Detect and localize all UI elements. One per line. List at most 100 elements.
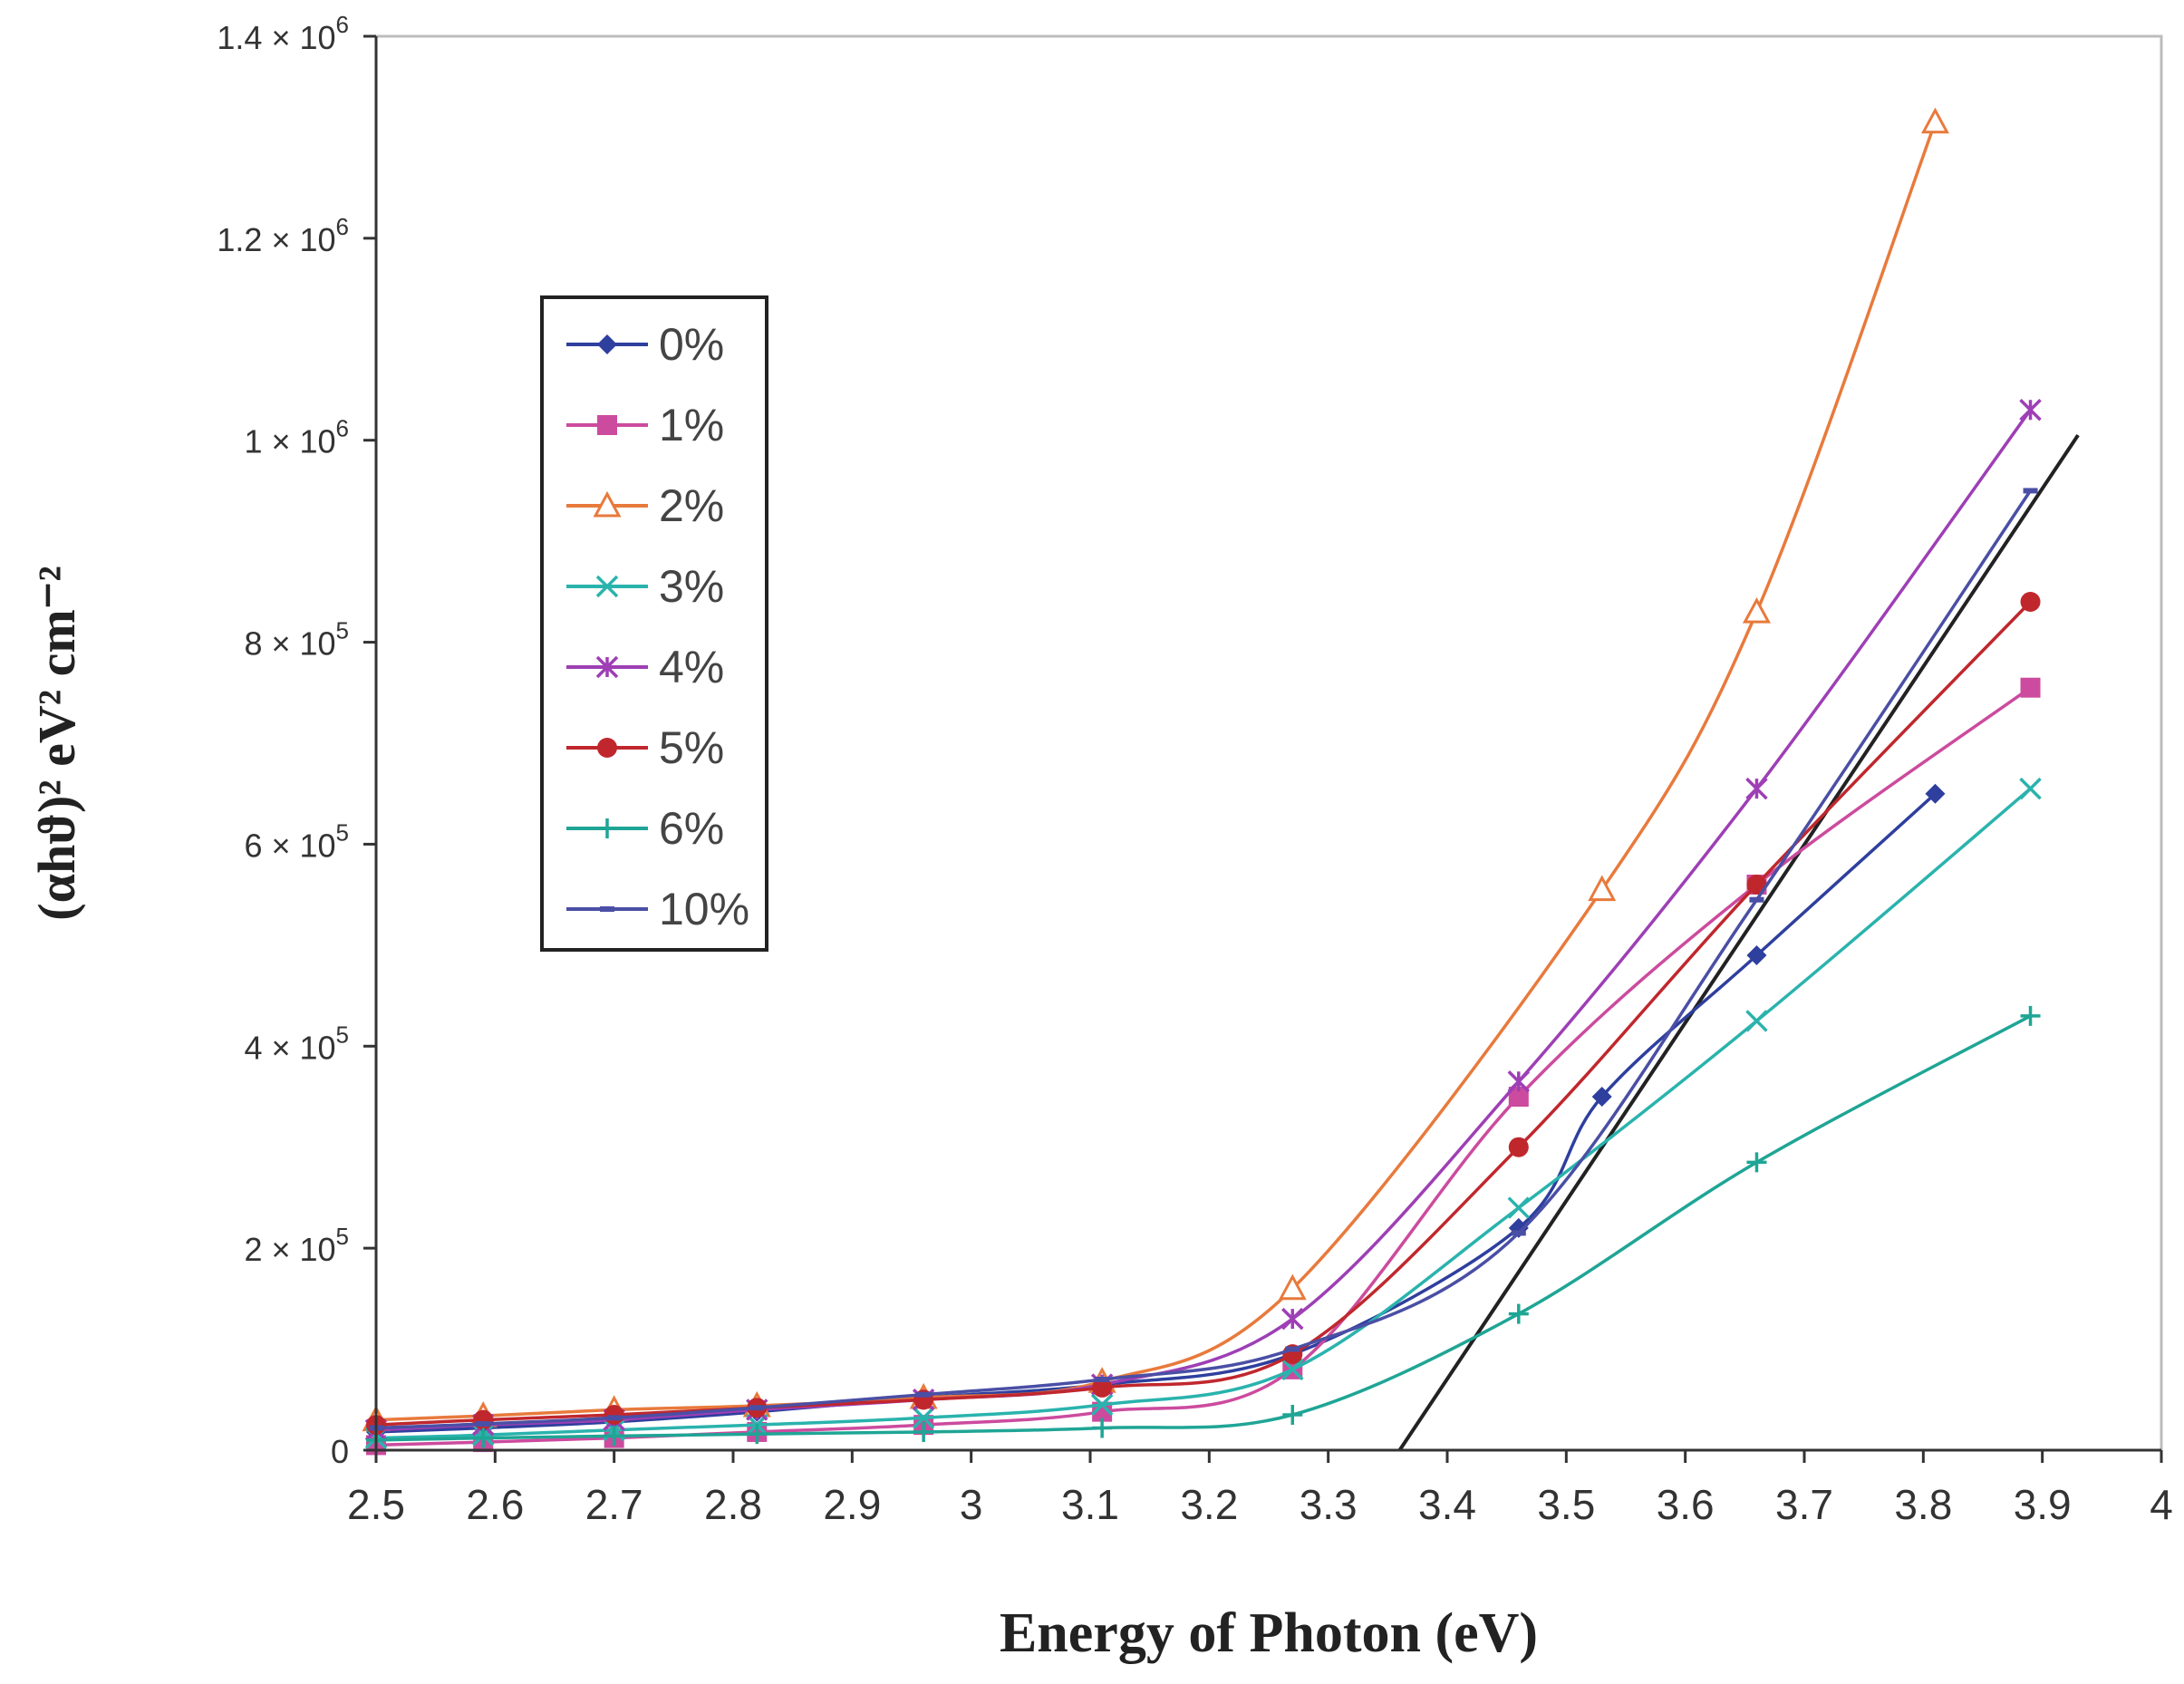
data-point <box>1746 875 1767 895</box>
series-layer <box>362 107 2042 1456</box>
x-tick-label: 3.1 <box>1061 1481 1119 1528</box>
data-point <box>749 1405 765 1411</box>
x-tick-label: 3.8 <box>1894 1481 1952 1528</box>
x-tick-label: 3.3 <box>1300 1481 1358 1528</box>
y-tick-label: 0 <box>331 1433 349 1470</box>
x-tick-label: 3.2 <box>1180 1481 1238 1528</box>
x-tick-label: 3.5 <box>1537 1481 1595 1528</box>
legend-label: 1% <box>659 400 724 450</box>
data-point <box>1278 1273 1307 1301</box>
legend-item-1pct: 1% <box>566 400 724 450</box>
data-point <box>1092 1377 1113 1398</box>
x-axis-title: Energy of Photon (eV) <box>1000 1602 1538 1664</box>
data-point <box>1282 1405 1303 1425</box>
data-point <box>2023 488 2038 494</box>
legend-item-5pct: 5% <box>566 722 724 773</box>
legend-item-6pct: 6% <box>566 803 724 854</box>
data-point <box>2019 777 2042 800</box>
x-tick-label: 2.7 <box>585 1481 643 1528</box>
legend-item-3pct: 3% <box>566 561 724 612</box>
y-tick-label: 4 × 105 <box>244 1021 349 1066</box>
data-point <box>747 1424 768 1445</box>
legend-item-4pct: 4% <box>566 642 724 692</box>
data-point <box>1745 1010 1768 1032</box>
y-tick-label: 1.2 × 106 <box>217 213 349 258</box>
series-1pct <box>366 677 2041 1456</box>
x-tick-label: 2.8 <box>704 1481 762 1528</box>
x-tick-label: 3.9 <box>2014 1481 2072 1528</box>
data-point <box>1090 1393 1114 1417</box>
legend-marker <box>597 738 617 758</box>
data-point <box>1508 1303 1529 1324</box>
legend-label: 4% <box>659 642 724 692</box>
data-point <box>1591 1087 1612 1107</box>
data-point <box>1745 777 1768 800</box>
legend-label: 10% <box>659 884 749 934</box>
y-tick-label: 2 × 105 <box>244 1223 349 1268</box>
legend: 0% 1% 2% 3% 4% 5% 6% 10% <box>540 295 768 952</box>
y-tick-label: 6 × 105 <box>244 818 349 864</box>
data-point <box>1507 1070 1531 1093</box>
legend-label: 2% <box>659 480 724 531</box>
x-tick-label: 3 <box>960 1481 983 1528</box>
data-point <box>1588 875 1617 902</box>
legend-marker <box>595 655 619 679</box>
data-point <box>476 1421 491 1428</box>
legend-marker <box>597 415 617 435</box>
x-ticks: 2.5 2.6 2.7 2.8 2.9 3 3.1 3.2 3.3 3.4 3.5 3.6 3.7 3.8… <box>347 1450 2173 1528</box>
data-point <box>916 1391 932 1398</box>
data-point <box>1095 1377 1110 1382</box>
data-point <box>606 1415 622 1421</box>
data-point <box>1511 1230 1526 1236</box>
legend-label: 3% <box>659 561 724 612</box>
data-point <box>1508 1137 1529 1157</box>
legend-item-2pct: 2% <box>566 480 724 531</box>
data-point <box>1925 783 1946 804</box>
legend-marker <box>600 906 614 912</box>
data-point <box>1508 1087 1529 1107</box>
data-point <box>604 1405 624 1425</box>
legend-marker <box>597 818 617 838</box>
data-point <box>604 1426 624 1447</box>
series-line <box>375 787 2032 1440</box>
axis-layer <box>374 36 2161 1452</box>
legend-item-10pct: 10% <box>566 884 749 934</box>
y-tick-label: 1 × 106 <box>244 415 349 460</box>
legend-box <box>540 295 768 952</box>
x-tick-label: 4 <box>2150 1481 2173 1528</box>
data-point <box>912 1407 935 1429</box>
data-point <box>1092 1418 1113 1438</box>
data-point <box>1746 1152 1767 1173</box>
x-tick-label: 2.5 <box>347 1481 405 1528</box>
data-point <box>1746 945 1767 965</box>
data-point <box>473 1428 494 1448</box>
y-axis-title: (αhϑ)² eV² cm⁻² <box>27 566 86 920</box>
legend-label: 0% <box>659 319 724 370</box>
legend-marker <box>595 575 619 598</box>
y-tick-label: 1.4 × 106 <box>217 11 349 56</box>
legend-label: 6% <box>659 803 724 854</box>
data-point <box>1507 1196 1531 1219</box>
series-10pct <box>369 488 2038 1431</box>
data-point <box>2020 592 2041 612</box>
y-ticks: 0 2 × 105 4 × 105 6 × 105 8 × 105 1 × 106 1.2 … <box>217 11 376 1470</box>
series-6pct <box>366 1005 2041 1450</box>
data-point <box>1281 1358 1304 1381</box>
data-point <box>2020 1005 2041 1026</box>
data-point <box>473 1409 494 1430</box>
data-point <box>1749 896 1764 903</box>
legend-marker <box>597 334 617 354</box>
data-point <box>1281 1307 1304 1331</box>
legend-label: 5% <box>659 722 724 773</box>
data-point <box>2019 399 2042 421</box>
x-tick-label: 3.4 <box>1418 1481 1476 1528</box>
tangent-line <box>1397 434 2080 1452</box>
x-tick-label: 2.6 <box>466 1481 524 1528</box>
x-tick-label: 2.9 <box>823 1481 881 1528</box>
legend-items: 0% 1% 2% 3% 4% 5% 6% 10% <box>566 319 749 934</box>
y-tick-label: 8 × 105 <box>244 617 349 663</box>
data-point <box>913 1421 934 1442</box>
x-tick-label: 3.7 <box>1775 1481 1833 1528</box>
data-point <box>2020 677 2041 698</box>
